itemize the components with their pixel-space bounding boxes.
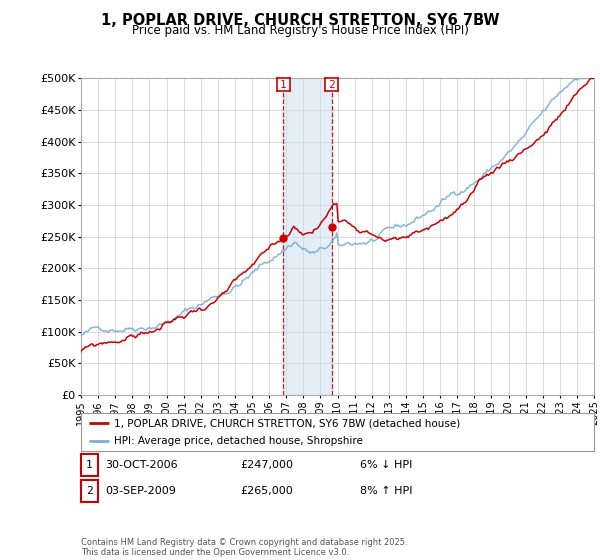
Bar bbox=[283, 78, 332, 395]
Text: 2: 2 bbox=[328, 80, 335, 90]
Text: 1: 1 bbox=[86, 460, 93, 470]
Text: 8% ↑ HPI: 8% ↑ HPI bbox=[360, 486, 413, 496]
Text: Price paid vs. HM Land Registry's House Price Index (HPI): Price paid vs. HM Land Registry's House … bbox=[131, 24, 469, 37]
Text: 30-OCT-2006: 30-OCT-2006 bbox=[105, 460, 178, 470]
Text: 1, POPLAR DRIVE, CHURCH STRETTON, SY6 7BW (detached house): 1, POPLAR DRIVE, CHURCH STRETTON, SY6 7B… bbox=[115, 418, 461, 428]
Text: 1: 1 bbox=[280, 80, 287, 90]
Text: HPI: Average price, detached house, Shropshire: HPI: Average price, detached house, Shro… bbox=[115, 436, 363, 446]
Text: 1, POPLAR DRIVE, CHURCH STRETTON, SY6 7BW: 1, POPLAR DRIVE, CHURCH STRETTON, SY6 7B… bbox=[101, 13, 499, 28]
Text: £265,000: £265,000 bbox=[240, 486, 293, 496]
Text: 2: 2 bbox=[86, 486, 93, 496]
Text: £247,000: £247,000 bbox=[240, 460, 293, 470]
Text: 6% ↓ HPI: 6% ↓ HPI bbox=[360, 460, 412, 470]
Text: 03-SEP-2009: 03-SEP-2009 bbox=[105, 486, 176, 496]
Text: Contains HM Land Registry data © Crown copyright and database right 2025.
This d: Contains HM Land Registry data © Crown c… bbox=[81, 538, 407, 557]
